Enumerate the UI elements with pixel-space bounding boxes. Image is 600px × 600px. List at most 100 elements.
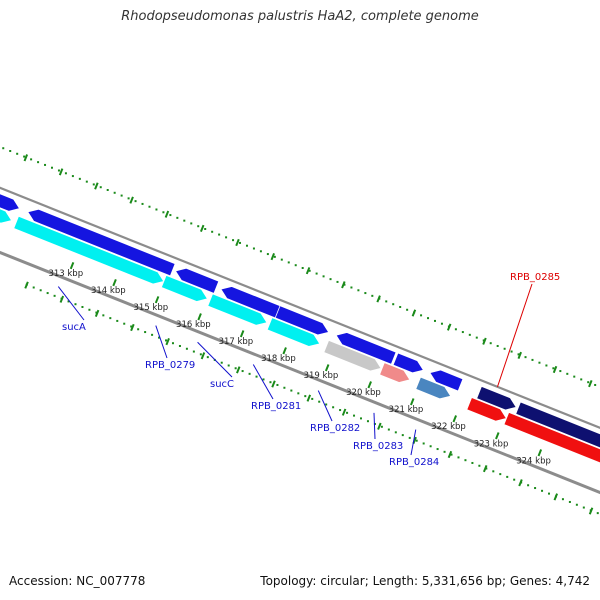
gc-dot	[190, 222, 193, 225]
gc-dot	[496, 344, 499, 347]
scale-tick	[154, 296, 160, 304]
scale-tick	[537, 449, 543, 457]
gc-dot	[178, 344, 181, 347]
gene-arrow[interactable]	[429, 369, 464, 392]
gene-arrow[interactable]	[207, 293, 268, 326]
gc-dot	[346, 411, 349, 414]
gene-arrow[interactable]	[13, 215, 165, 285]
gc-dot	[130, 325, 133, 328]
gene-arrow[interactable]	[0, 178, 21, 212]
gene-arrow[interactable]	[466, 396, 508, 422]
scale-tick	[282, 347, 287, 355]
length-label: Length:	[372, 574, 419, 588]
gc-dot	[339, 409, 342, 412]
gene-arrow[interactable]	[0, 191, 13, 224]
gc-dot	[538, 361, 541, 364]
gene-label[interactable]: RPB_0285	[510, 272, 560, 283]
label-leader	[317, 390, 333, 422]
gc-dot	[408, 436, 411, 439]
topology-value: circular	[320, 574, 365, 588]
gc-dot	[297, 392, 300, 395]
gc-dot	[294, 264, 297, 267]
gc-dot	[468, 333, 471, 336]
gc-tick	[199, 224, 205, 232]
gene-arrow[interactable]	[415, 376, 452, 400]
gc-dot	[71, 175, 74, 178]
scale-tick	[367, 381, 372, 389]
gc-dot	[144, 331, 147, 334]
scale-label: 322 kbp	[431, 422, 466, 432]
accession-label: Accession:	[9, 574, 73, 588]
gene-arrow[interactable]	[392, 352, 425, 374]
gc-dot	[32, 286, 35, 289]
gene-arrow[interactable]	[160, 274, 209, 302]
gc-dot	[443, 450, 446, 453]
gc-dot	[113, 191, 116, 194]
gc-dot	[88, 308, 91, 311]
label-leader	[497, 283, 533, 387]
gene-label[interactable]: RPB_0281	[251, 401, 301, 412]
gc-dot	[513, 478, 516, 481]
gc-dot	[427, 317, 430, 320]
genome-summary: Topology: circular; Length: 5,331,656 bp…	[260, 574, 590, 588]
gc-tick	[271, 380, 276, 388]
gc-tick	[341, 281, 346, 289]
gc-dot	[2, 147, 5, 150]
gene-arrow[interactable]	[266, 317, 321, 347]
scale-label: 315 kbp	[134, 303, 169, 313]
gene-arrow[interactable]	[379, 362, 411, 383]
gc-dot	[23, 155, 26, 158]
gc-dot	[266, 253, 269, 256]
gc-tick	[270, 252, 276, 261]
topology-label: Topology:	[260, 574, 317, 588]
gc-tick	[517, 351, 522, 359]
gene-arrow[interactable]	[27, 208, 176, 277]
gc-dot	[399, 305, 402, 308]
gc-dot	[151, 333, 154, 336]
gene-arrow[interactable]	[174, 267, 220, 294]
gc-dot	[102, 314, 105, 317]
gene-label[interactable]: RPB_0282	[310, 423, 360, 434]
gene-arrow[interactable]	[476, 385, 517, 411]
gene-features[interactable]	[0, 178, 600, 475]
gene-arrow[interactable]	[274, 305, 330, 336]
gc-dot	[406, 308, 409, 311]
gc-dot	[44, 163, 47, 166]
gene-labels[interactable]: sucA RPB_0279 sucC RPB_0281 RPB_0282 RPB_0283…	[57, 272, 560, 468]
gc-dot	[165, 339, 168, 342]
gc-dot	[255, 375, 258, 378]
gc-dot	[420, 314, 423, 317]
gene-arrow[interactable]	[515, 401, 600, 462]
gene-arrow[interactable]	[323, 339, 382, 372]
gene-label[interactable]: sucC	[210, 379, 234, 390]
gc-dot	[401, 434, 404, 437]
gc-dot	[371, 294, 374, 297]
accession-info: Accession: NC_007778	[9, 574, 145, 588]
gene-label[interactable]: sucA	[62, 322, 86, 333]
gc-tick	[552, 365, 558, 374]
gc-dots-outer	[2, 147, 597, 386]
gene-label[interactable]: RPB_0283	[353, 441, 403, 452]
scale-label: 318 kbp	[261, 354, 296, 364]
gene-arrow[interactable]	[335, 332, 397, 365]
gene-label[interactable]: RPB_0279	[145, 360, 195, 371]
label-leader	[373, 412, 376, 440]
gc-dot	[301, 266, 304, 269]
gc-dot	[120, 194, 123, 197]
gc-dot	[211, 230, 214, 233]
gc-dot	[81, 305, 84, 308]
gc-dot	[155, 208, 158, 211]
gc-dot	[545, 364, 548, 367]
gc-dot	[454, 328, 457, 331]
gene-label[interactable]: RPB_0284	[389, 457, 439, 468]
scale-tick	[410, 398, 415, 406]
gc-dot	[192, 350, 195, 353]
gene-arrow[interactable]	[503, 411, 600, 475]
gc-dot	[9, 150, 12, 153]
gc-tick	[482, 465, 488, 473]
label-leader	[57, 286, 85, 321]
gc-tick	[306, 394, 312, 402]
gc-tick	[518, 479, 523, 487]
scale-tick	[495, 432, 500, 440]
